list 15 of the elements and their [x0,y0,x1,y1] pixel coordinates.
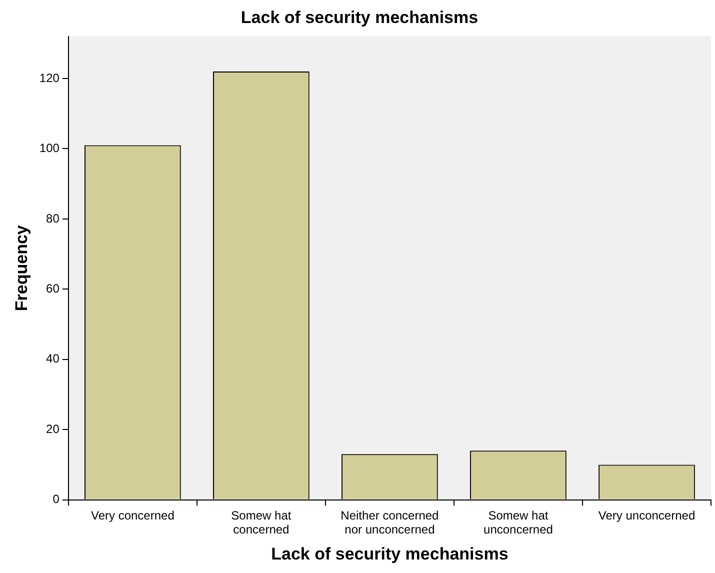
y-tick-label: 100 [39,141,60,156]
y-tick-label: 80 [46,211,60,226]
y-tick-label: 20 [46,422,60,436]
x-tick-label: Very unconcerned [598,508,696,522]
x-tick-label: Somew hat concerned [231,508,292,537]
y-tick-label: 120 [39,70,60,85]
y-axis-title: Frequency [12,224,31,312]
x-axis-title: Lack of security mechanisms [271,544,508,564]
chart-title: Lack of security mechanisms [240,8,478,27]
x-tick-label: Neither concerned nor unconcerned [340,508,439,537]
x-tick-label: Very concerned [90,508,174,522]
y-tick-label: 40 [46,352,60,366]
x-tick-label: Somew hat unconcerned [484,508,553,537]
y-tick-label: 0 [52,492,60,506]
y-tick-label: 60 [46,281,60,296]
